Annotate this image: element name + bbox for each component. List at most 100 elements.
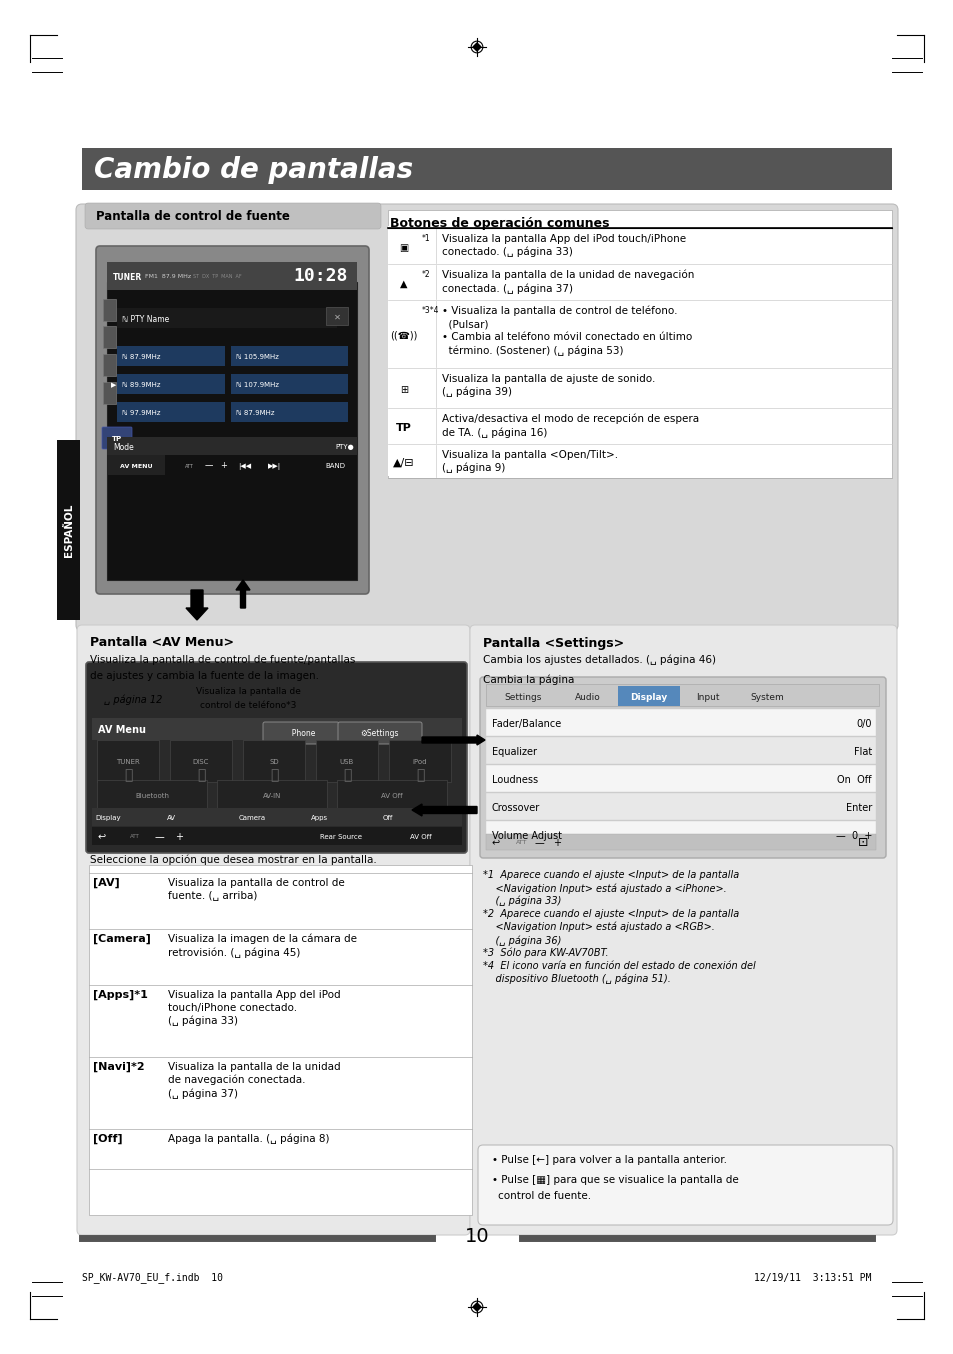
Bar [388,406,437,441]
Text: Visualiza la imagen de la cámara de
retrovisión. (␣ página 45): Visualiza la imagen de la cámara de retr… [168,934,356,959]
Bar [91,718,461,741]
Text: ✕: ✕ [334,313,340,321]
Text: 10: 10 [464,1227,489,1246]
Text: [Camera]: [Camera] [92,934,151,944]
Bar [485,793,875,821]
Text: Bluetooth: Bluetooth [135,793,169,799]
Bar [117,402,225,422]
Text: Visualiza la pantalla App del iPod
touch/iPhone conectado.
(␣ página 33): Visualiza la pantalla App del iPod touch… [168,990,340,1026]
Text: Visualiza la pantalla de control de
fuente. (␣ arriba): Visualiza la pantalla de control de fuen… [168,877,344,900]
Text: Input: Input [696,692,719,701]
Bar [388,366,437,406]
Text: Activa/desactiva el modo de recepción de espera
de TA. (␣ página 16): Activa/desactiva el modo de recepción de… [441,414,699,437]
Text: Pantalla de control de fuente: Pantalla de control de fuente [96,210,290,223]
Text: Fader/Balance: Fader/Balance [492,719,560,728]
Bar [82,148,891,190]
Text: Visualiza la pantalla de: Visualiza la pantalla de [195,688,300,696]
Text: Enter: Enter [845,803,871,812]
FancyBboxPatch shape [477,1145,892,1225]
Text: ATT: ATT [516,841,527,845]
Bar [103,299,116,321]
Text: *3  Sólo para KW-AV70BT.: *3 Sólo para KW-AV70BT. [482,948,608,959]
Bar [326,307,348,325]
Text: [Navi]*2: [Navi]*2 [92,1062,145,1072]
Bar [388,441,437,477]
Text: ▲/⊟: ▲/⊟ [393,458,415,468]
Text: Flat: Flat [853,747,871,757]
FancyBboxPatch shape [479,677,885,858]
Text: Apaga la pantalla. (␣ página 8): Apaga la pantalla. (␣ página 8) [168,1135,329,1144]
FancyArrow shape [186,590,208,620]
Bar [107,455,356,475]
Bar [107,437,356,455]
Text: +: + [174,831,183,842]
Bar [618,686,679,705]
Text: AV: AV [167,815,175,821]
Bar [117,307,336,328]
Bar [389,741,451,783]
Text: 12/19/11  3:13:51 PM: 12/19/11 3:13:51 PM [754,1273,871,1284]
Text: ▶: ▶ [111,382,116,389]
Text: ℕ 87.9MHz: ℕ 87.9MHz [122,353,160,360]
Bar [388,298,437,366]
Text: <Navigation Input> está ajustado a <iPhone>.: <Navigation Input> está ajustado a <iPho… [482,883,726,894]
Text: Cambia la página: Cambia la página [482,674,574,685]
Bar [57,440,80,620]
Bar [170,741,232,783]
Text: TUNER: TUNER [112,272,142,282]
FancyBboxPatch shape [76,204,897,631]
Text: Pantalla <AV Menu>: Pantalla <AV Menu> [90,636,233,650]
FancyBboxPatch shape [77,626,470,1235]
Text: SP_KW-AV70_EU_f.indb  10: SP_KW-AV70_EU_f.indb 10 [82,1273,223,1284]
Bar [107,282,356,580]
Text: ⬛: ⬛ [342,768,351,783]
Bar [231,374,348,394]
FancyArrow shape [412,804,476,816]
Text: ⊡: ⊡ [857,837,867,849]
Text: ESPAÑOL: ESPAÑOL [64,504,73,556]
Text: • Visualiza la pantalla de control de teléfono.
  (Pulsar)
• Cambia al teléfono : • Visualiza la pantalla de control de te… [441,306,692,356]
Text: +: + [553,838,560,848]
Text: • Pulse [←] para volver a la pantalla anterior.: • Pulse [←] para volver a la pantalla an… [492,1155,726,1164]
Text: *4  El icono varía en función del estado de conexión del: *4 El icono varía en función del estado … [482,961,755,971]
Bar [485,684,878,705]
Text: FM1  87.9 MHz: FM1 87.9 MHz [145,275,191,279]
Text: Visualiza la pantalla <Open/Tilt>.
(␣ página 9): Visualiza la pantalla <Open/Tilt>. (␣ pá… [441,450,618,474]
Bar [231,402,348,422]
Text: TUNER: TUNER [116,760,140,765]
Bar [97,741,159,783]
Text: 10:28: 10:28 [294,267,348,284]
Text: Visualiza la pantalla de control de fuente/pantallas: Visualiza la pantalla de control de fuen… [90,655,355,665]
Bar [485,834,875,850]
FancyBboxPatch shape [85,203,380,229]
Text: ((☎)): ((☎)) [390,330,417,341]
Text: *2: *2 [421,269,430,279]
FancyBboxPatch shape [337,722,421,743]
Text: —: — [535,838,544,848]
Text: Visualiza la pantalla App del iPod touch/iPhone
conectado. (␣ página 33): Visualiza la pantalla App del iPod touch… [441,234,685,257]
Text: • Pulse [▦] para que se visualice la pantalla de: • Pulse [▦] para que se visualice la pan… [492,1175,738,1185]
Text: [AV]: [AV] [92,877,120,888]
Text: System: System [749,692,783,701]
Text: USB: USB [339,760,354,765]
Bar [97,780,207,810]
Text: Seleccione la opción que desea mostrar en la pantalla.: Seleccione la opción que desea mostrar e… [90,854,376,865]
Bar [485,765,875,792]
Text: ▣: ▣ [399,242,408,253]
Text: *2  Aparece cuando el ajuste <Input> de la pantalla: *2 Aparece cuando el ajuste <Input> de l… [482,909,739,919]
Text: ℕ 87.9MHz: ℕ 87.9MHz [235,410,274,416]
Polygon shape [473,1303,480,1311]
Text: (␣ página 33): (␣ página 33) [482,896,560,906]
Text: Rear Source: Rear Source [319,834,361,839]
Text: Visualiza la pantalla de la unidad
de navegación conectada.
(␣ página 37): Visualiza la pantalla de la unidad de na… [168,1062,340,1099]
FancyArrow shape [235,580,250,608]
Text: ATT: ATT [185,463,193,468]
Bar [315,741,377,783]
Text: ⬛: ⬛ [270,768,278,783]
Bar [336,780,447,810]
Text: Off: Off [382,815,393,821]
Bar [231,347,348,366]
Text: Visualiza la pantalla de la unidad de navegación
conectada. (␣ página 37): Visualiza la pantalla de la unidad de na… [441,269,694,294]
Bar [243,741,305,783]
Text: Volume Adjust: Volume Adjust [492,831,561,841]
